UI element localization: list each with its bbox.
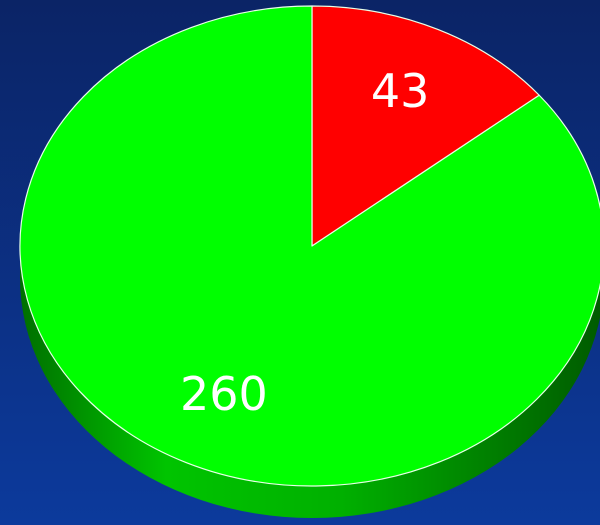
slice — [19, 5, 600, 487]
data-label: 43 — [371, 64, 430, 118]
data-label: 260 — [180, 367, 268, 421]
slice — [311, 5, 540, 247]
